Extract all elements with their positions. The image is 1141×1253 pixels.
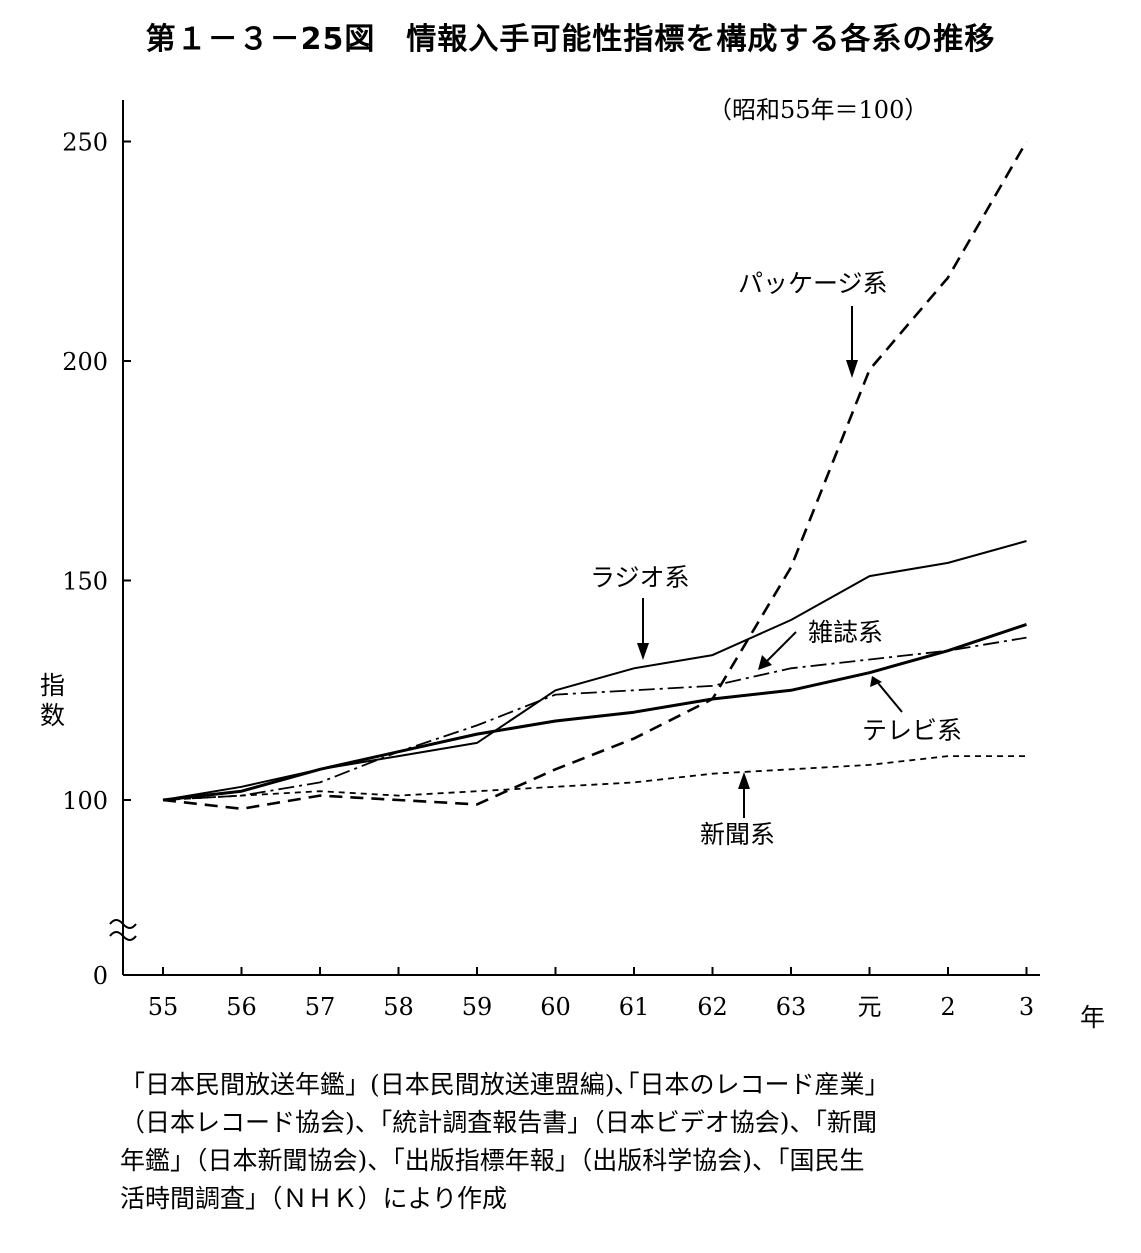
axis-break-mark	[109, 919, 137, 941]
y-tick-label: 150	[62, 568, 108, 596]
x-tick-label: 56	[226, 993, 257, 1021]
x-tick-label: 元	[858, 993, 882, 1021]
x-tick-label: 58	[383, 993, 414, 1021]
x-tick-label: 63	[776, 993, 807, 1021]
x-tick-label: 62	[697, 993, 728, 1021]
x-tick-label: 3	[1019, 993, 1034, 1021]
series-line-0	[162, 140, 1028, 811]
y-tick-label: 250	[62, 129, 108, 157]
index-note: （昭和55年＝100）	[708, 96, 928, 124]
y-tick-label: 200	[62, 348, 108, 376]
arrow-radio	[637, 598, 649, 660]
x-tick-label: 2	[940, 993, 955, 1021]
x-tick-label: 61	[619, 993, 650, 1021]
series-line-4	[162, 755, 1027, 801]
x-tick-label: 60	[540, 993, 571, 1021]
y-axis-label: 指 数	[40, 671, 73, 730]
series-label-package: パッケージ系	[738, 269, 888, 298]
series-line-3	[162, 622, 1027, 802]
arrow-magazine	[758, 631, 797, 670]
y-tick-label: 0	[93, 962, 108, 990]
x-tick-label: 55	[148, 993, 179, 1021]
x-axis-unit-label: 年	[1080, 1003, 1105, 1032]
source-note: 「日本民間放送年鑑」(日本民間放送連盟編)､｢日本のレコード産業」 （日本レコー…	[120, 1070, 890, 1213]
arrow-newspaper	[738, 772, 750, 818]
series-label-radio: ラジオ系	[590, 563, 690, 592]
series-label-newspaper: 新聞系	[700, 820, 775, 849]
arrow-package	[846, 306, 858, 378]
x-tick-label: 57	[305, 993, 336, 1021]
series-label-tv: テレビ系	[862, 716, 962, 745]
series-line-2	[162, 636, 1027, 801]
series-label-magazine: 雑誌系	[808, 618, 883, 647]
x-tick-label: 59	[462, 993, 493, 1021]
arrow-tv	[870, 676, 903, 713]
chart-title: 第１－３－25図 情報入手可能性指標を構成する各系の推移	[145, 22, 996, 57]
y-tick-label: 100	[62, 787, 108, 815]
